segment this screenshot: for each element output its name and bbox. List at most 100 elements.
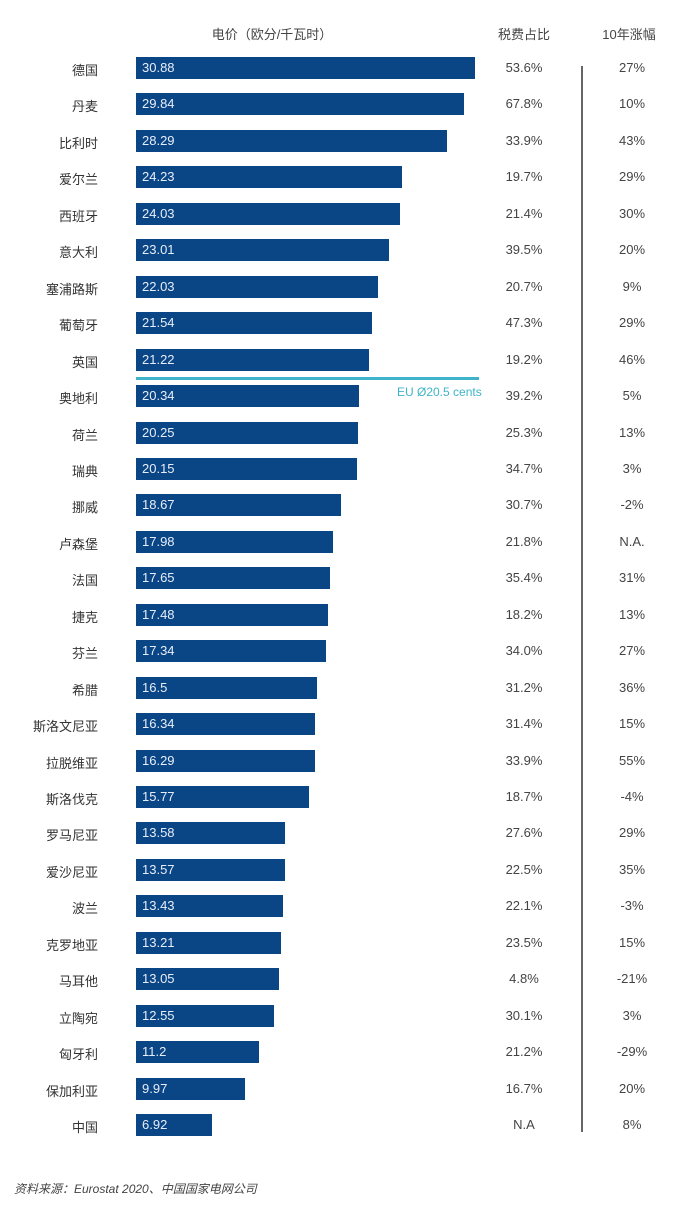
- price-bar: 24.03: [136, 202, 400, 225]
- ten-year-growth: -4%: [620, 789, 644, 804]
- tax-share: 25.3%: [505, 424, 543, 440]
- tax-share: 21.2%: [505, 1044, 543, 1060]
- country-label: 捷克: [71, 609, 98, 625]
- tax-share: 4.8%: [509, 971, 539, 987]
- tax-share: 34.7%: [505, 460, 543, 476]
- ten-year-growth: 10%: [618, 96, 646, 112]
- header-growth: 10年涨幅: [602, 27, 656, 42]
- tax-share: N.A: [513, 1117, 535, 1133]
- table-row: 意大利 23.01 39.5% 20%: [0, 239, 700, 263]
- country-label: 克罗地亚: [45, 937, 98, 953]
- price-label: 13.21: [142, 934, 175, 950]
- table-row: 波兰 13.43 22.1% -3%: [0, 895, 700, 919]
- ten-year-growth: 30%: [618, 205, 646, 221]
- tax-share: 30.1%: [505, 1007, 543, 1023]
- price-bar: 16.5: [136, 676, 318, 699]
- tax-share: 30.7%: [505, 497, 543, 513]
- price-label: 13.43: [142, 898, 175, 914]
- price-label: 30.88: [142, 60, 175, 75]
- table-row: 奥地利 20.34 39.2% 5%: [0, 385, 700, 409]
- price-bar: 30.88: [136, 57, 475, 79]
- price-label: 24.03: [142, 205, 175, 221]
- price-bar: 21.54: [136, 312, 373, 335]
- table-row: 马耳他 13.05 4.8% -21%: [0, 968, 700, 992]
- price-label: 11.2: [142, 1044, 167, 1060]
- ten-year-growth: 15%: [618, 716, 646, 732]
- tax-share: 20.7%: [505, 278, 543, 294]
- price-label: 6.92: [142, 1117, 168, 1133]
- country-label: 丹麦: [71, 99, 98, 115]
- price-label: 23.01: [142, 242, 175, 258]
- price-bar: 16.29: [136, 749, 315, 772]
- country-label: 德国: [71, 63, 98, 78]
- country-label: 波兰: [71, 901, 98, 917]
- table-row: 丹麦 29.84 67.8% 10%: [0, 93, 700, 117]
- price-bar: 13.57: [136, 858, 285, 881]
- price-bar: 17.65: [136, 567, 330, 590]
- price-bar: 22.03: [136, 275, 378, 298]
- price-bar: 17.48: [136, 603, 328, 626]
- table-row: 德国 30.88 53.6% 27%: [0, 57, 700, 81]
- table-row: 爱尔兰 24.23 19.7% 29%: [0, 166, 700, 190]
- header-price: 电价（欧分/千瓦时）: [211, 27, 333, 42]
- ten-year-growth: 31%: [618, 570, 646, 586]
- price-label: 17.65: [142, 570, 175, 586]
- price-bar: 29.84: [136, 93, 464, 116]
- table-row: 瑞典 20.15 34.7% 3%: [0, 457, 700, 482]
- table-row: 英国 21.22 19.2% 46%: [0, 348, 700, 373]
- price-label: 28.29: [142, 132, 175, 148]
- country-label: 卢森堡: [58, 536, 98, 552]
- tax-share: 31.4%: [505, 716, 543, 732]
- country-label: 意大利: [58, 245, 98, 261]
- table-row: 罗马尼亚 13.58 27.6% 29%: [0, 822, 700, 846]
- country-label: 拉脱维亚: [45, 755, 98, 771]
- price-label: 18.67: [142, 497, 175, 513]
- price-bar: 20.25: [136, 421, 359, 444]
- country-label: 中国: [71, 1120, 98, 1136]
- price-label: 21.54: [142, 315, 175, 331]
- price-bar: 11.2: [136, 1041, 259, 1064]
- price-bar: 9.97: [136, 1077, 246, 1100]
- table-row: 匈牙利 11.2 21.2% -29%: [0, 1041, 700, 1065]
- table-row: 斯洛伐克 15.77 18.7% -4%: [0, 786, 700, 810]
- tax-share: 35.4%: [505, 570, 543, 586]
- country-label: 斯洛文尼亚: [32, 719, 98, 735]
- price-label: 24.23: [142, 169, 175, 185]
- ten-year-growth: -3%: [620, 898, 644, 914]
- price-bar: 28.29: [136, 129, 447, 152]
- table-row: 卢森堡 17.98 21.8% N.A.: [0, 530, 700, 555]
- country-label: 罗马尼亚: [45, 828, 98, 844]
- country-label: 爱尔兰: [58, 172, 98, 188]
- ten-year-growth: 27%: [618, 60, 646, 75]
- eu-average-label: EU Ø20.5 cents: [397, 385, 482, 399]
- tax-share: 39.2%: [505, 388, 543, 404]
- price-bar: 13.05: [136, 968, 280, 991]
- price-bar: 6.92: [136, 1114, 212, 1137]
- price-label: 12.55: [142, 1007, 175, 1023]
- price-bar: 15.77: [136, 786, 310, 808]
- price-label: 22.03: [142, 278, 175, 294]
- table-row: 西班牙 24.03 21.4% 30%: [0, 202, 700, 227]
- ten-year-growth: 36%: [618, 679, 646, 695]
- price-label: 20.15: [142, 460, 175, 476]
- table-row: 挪威 18.67 30.7% -2%: [0, 494, 700, 518]
- table-row: 法国 17.65 35.4% 31%: [0, 567, 700, 591]
- ten-year-growth: 55%: [618, 752, 646, 768]
- price-label: 17.98: [142, 533, 175, 549]
- ten-year-growth: 29%: [618, 169, 646, 185]
- table-row: 捷克 17.48 18.2% 13%: [0, 603, 700, 628]
- tax-share: 33.9%: [505, 132, 543, 148]
- country-label: 葡萄牙: [58, 318, 98, 334]
- ten-year-growth: -2%: [620, 497, 644, 513]
- eu-average-line: [136, 377, 479, 380]
- ten-year-growth: 9%: [622, 278, 642, 294]
- country-label: 奥地利: [58, 391, 98, 407]
- price-label: 29.84: [142, 96, 175, 112]
- country-label: 芬兰: [71, 646, 98, 662]
- ten-year-growth: 29%: [618, 825, 646, 841]
- price-bar: 18.67: [136, 494, 341, 517]
- tax-share: 19.7%: [505, 169, 543, 185]
- tax-share: 33.9%: [505, 752, 543, 768]
- price-label: 17.34: [142, 643, 175, 659]
